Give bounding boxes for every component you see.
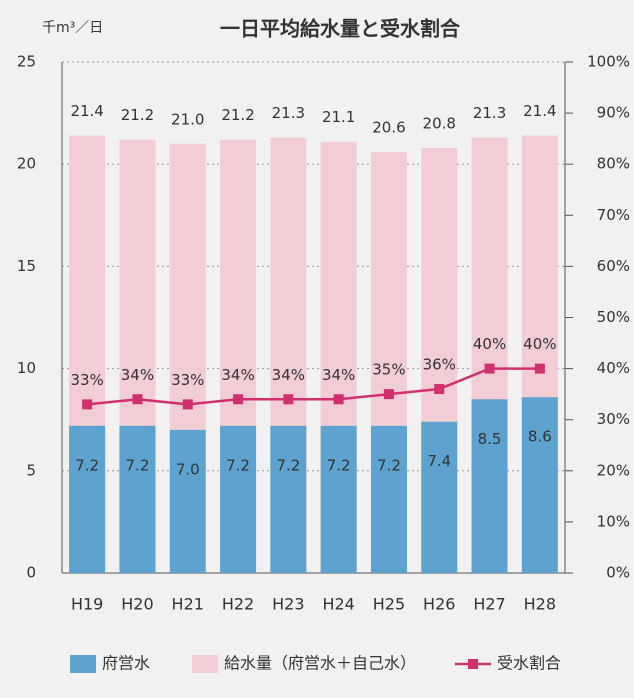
legend-label: 府営水 — [102, 654, 150, 673]
x-tick-label: H24 — [322, 595, 354, 614]
data-label: 36% — [423, 356, 456, 374]
data-label: 21.1 — [322, 108, 355, 126]
data-label: 40% — [523, 335, 556, 353]
marker — [383, 389, 394, 400]
marker — [484, 363, 495, 374]
marker — [434, 384, 445, 395]
data-label: 21.2 — [221, 106, 254, 124]
y-tick-label: 20 — [17, 155, 36, 173]
marker — [132, 394, 143, 405]
data-label: 20.8 — [423, 114, 456, 132]
y2-tick-label: 40% — [597, 359, 630, 377]
x-tick-label: H27 — [473, 595, 505, 614]
marker — [534, 363, 545, 374]
bar — [69, 425, 106, 573]
y2-tick-label: 0% — [606, 564, 630, 582]
y2-tick-label: 90% — [597, 104, 630, 122]
y2-tick-label: 70% — [597, 206, 630, 224]
x-tick-label: H25 — [373, 595, 405, 614]
chart-title: 一日平均給水量と受水割合 — [220, 17, 461, 41]
data-label: 21.3 — [272, 104, 305, 122]
bar — [169, 429, 206, 573]
data-label: 7.2 — [327, 456, 351, 474]
bar — [421, 421, 458, 573]
marker — [333, 394, 344, 405]
x-tick-label: H20 — [121, 595, 153, 614]
legend-label: 受水割合 — [497, 654, 561, 673]
legend-swatch — [70, 655, 96, 673]
data-label: 7.2 — [226, 456, 250, 474]
data-label: 34% — [121, 366, 154, 384]
data-label: 34% — [221, 366, 254, 384]
marker — [233, 394, 244, 405]
y2-tick-label: 60% — [597, 257, 630, 275]
data-label: 33% — [70, 371, 103, 389]
y2-tick-label: 10% — [597, 512, 630, 530]
y-tick-label: 0 — [26, 564, 36, 582]
data-label: 21.4 — [523, 102, 556, 120]
data-label: 7.4 — [427, 452, 451, 470]
x-tick-label: H22 — [222, 595, 254, 614]
y2-tick-label: 100% — [587, 53, 630, 71]
data-label: 7.2 — [276, 456, 300, 474]
unit-label: 千m³／日 — [42, 20, 103, 36]
marker — [283, 394, 294, 405]
data-label: 21.4 — [70, 102, 103, 120]
data-label: 35% — [372, 361, 405, 379]
bar — [270, 425, 307, 573]
legend-swatch — [468, 659, 478, 669]
y2-tick-label: 80% — [597, 155, 630, 173]
bar — [320, 425, 357, 573]
y-tick-label: 25 — [17, 53, 36, 71]
data-label: 7.0 — [176, 460, 200, 478]
data-label: 7.2 — [377, 456, 401, 474]
y-tick-label: 15 — [17, 257, 36, 275]
data-label: 40% — [473, 335, 506, 353]
data-label: 33% — [171, 371, 204, 389]
x-tick-label: H19 — [71, 595, 103, 614]
y2-tick-label: 30% — [597, 410, 630, 428]
y-tick-label: 5 — [26, 461, 36, 479]
legend-label: 給水量（府営水＋自己水） — [224, 654, 416, 673]
data-label: 7.2 — [126, 456, 150, 474]
data-label: 20.6 — [372, 118, 405, 136]
legend-swatch — [192, 655, 218, 673]
bar — [119, 425, 156, 573]
data-label: 34% — [322, 366, 355, 384]
x-tick-label: H28 — [524, 595, 556, 614]
data-label: 8.5 — [478, 430, 502, 448]
marker — [82, 399, 93, 410]
data-label: 21.3 — [473, 104, 506, 122]
marker — [182, 399, 193, 410]
bar — [370, 425, 407, 573]
bar — [220, 425, 257, 573]
line — [87, 367, 540, 406]
y-tick-label: 10 — [17, 359, 36, 377]
y2-tick-label: 20% — [597, 461, 630, 479]
y2-tick-label: 50% — [597, 308, 630, 326]
bar — [471, 399, 508, 573]
data-label: 7.2 — [75, 456, 99, 474]
data-label: 34% — [272, 366, 305, 384]
data-label: 21.0 — [171, 110, 204, 128]
bar — [521, 397, 558, 573]
x-tick-label: H23 — [272, 595, 304, 614]
x-tick-label: H26 — [423, 595, 455, 614]
data-label: 8.6 — [528, 428, 552, 446]
x-tick-label: H21 — [172, 595, 204, 614]
data-label: 21.2 — [121, 106, 154, 124]
